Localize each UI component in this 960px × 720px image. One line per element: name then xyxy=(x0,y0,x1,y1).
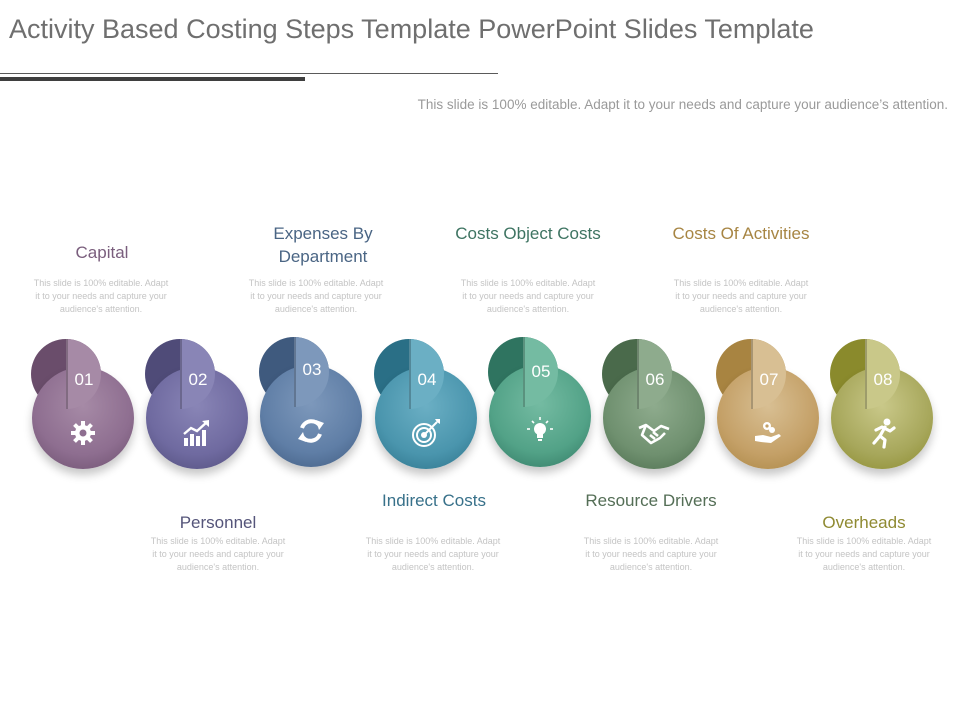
gear-icon xyxy=(66,416,100,450)
step-06: 06 xyxy=(602,339,706,471)
title-rule-thick xyxy=(0,77,305,81)
step-05: 05 xyxy=(488,337,592,469)
step-07: 07 xyxy=(716,339,820,471)
step-desc-04: This slide is 100% editable. Adapt it to… xyxy=(365,536,501,572)
step-title-08: Overheads xyxy=(822,513,906,532)
step-desc-08: This slide is 100% editable. Adapt it to… xyxy=(796,536,932,572)
title-rule-thin xyxy=(0,73,498,74)
step-desc-01: This slide is 100% editable. Adapt it to… xyxy=(33,278,169,314)
step-title-05: Costs Object Costs xyxy=(455,224,601,243)
step-desc-05: This slide is 100% editable. Adapt it to… xyxy=(460,278,596,314)
money-hand-icon xyxy=(751,416,785,450)
step-number: 06 xyxy=(645,370,665,389)
step-number: 03 xyxy=(302,360,322,379)
refresh-icon xyxy=(294,414,328,448)
step-desc-02: This slide is 100% editable. Adapt it to… xyxy=(150,536,286,572)
growth-chart-icon xyxy=(180,416,214,450)
step-title-02: Personnel xyxy=(179,513,257,532)
step-08: 08 xyxy=(830,339,934,471)
handshake-icon xyxy=(637,416,671,450)
lightbulb-icon xyxy=(523,414,557,448)
step-number: 04 xyxy=(417,370,437,389)
step-number: 02 xyxy=(188,370,208,389)
step-desc-03: This slide is 100% editable. Adapt it to… xyxy=(248,278,384,314)
target-icon xyxy=(409,416,443,450)
step-title-07: Costs Of Activities xyxy=(672,224,810,243)
step-01: 01 xyxy=(31,339,135,471)
step-number: 08 xyxy=(873,370,893,389)
step-03: 03 xyxy=(259,337,363,469)
running-figure-icon xyxy=(865,416,899,450)
step-title-01: Capital xyxy=(75,243,129,262)
step-02: 02 xyxy=(145,339,249,471)
slide-subtitle: This slide is 100% editable. Adapt it to… xyxy=(417,97,948,112)
step-title-03: Expenses By Department xyxy=(273,224,373,266)
step-number: 05 xyxy=(531,362,551,381)
step-number: 07 xyxy=(759,370,779,389)
step-04: 04 xyxy=(374,339,478,471)
step-number: 01 xyxy=(74,370,94,389)
step-title-06: Resource Drivers xyxy=(585,491,717,510)
step-title-04: Indirect Costs xyxy=(382,491,486,510)
step-desc-07: This slide is 100% editable. Adapt it to… xyxy=(673,278,809,314)
slide-title: Activity Based Costing Steps Template Po… xyxy=(9,14,814,44)
step-desc-06: This slide is 100% editable. Adapt it to… xyxy=(583,536,719,572)
